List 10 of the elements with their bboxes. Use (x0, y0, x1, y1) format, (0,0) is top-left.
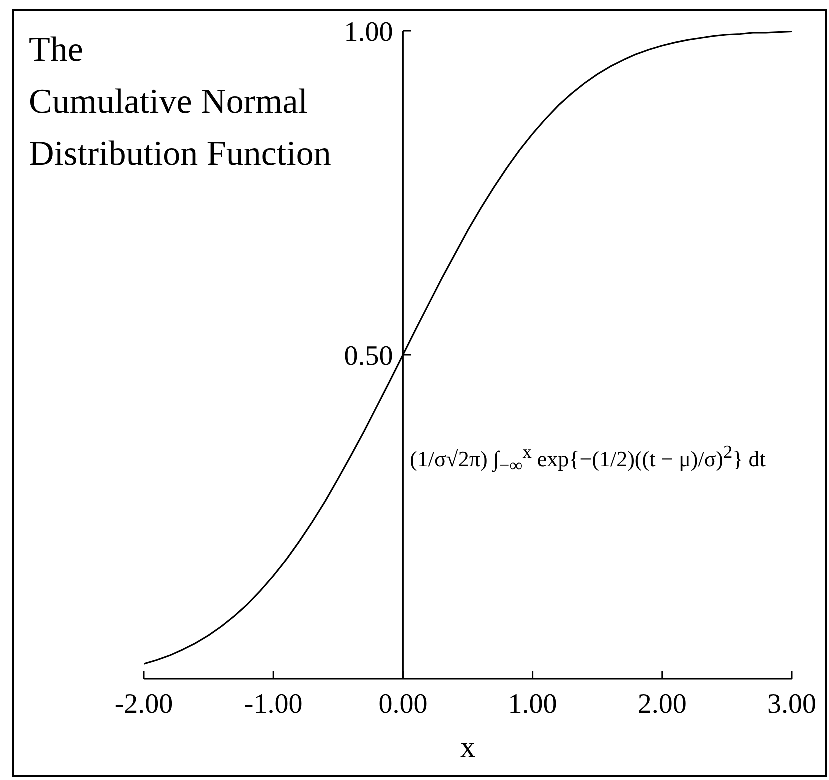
x-axis-title: x (460, 731, 476, 764)
annotation: (1/σ√2π) ∫$_{−∞}$$^{x}$ exp{−(1/2)((t − μ)/σ)$^{2}$} dt (410, 441, 766, 478)
y-tick-label: 0.50 (344, 340, 394, 372)
x-tick-label: -2.00 (114, 688, 174, 720)
x-tick-label: 0.00 (378, 688, 428, 720)
x-tick-label: 3.00 (768, 688, 816, 720)
x-tick-label: 2.00 (638, 688, 687, 720)
text: The Cumulative Normal Distribution Function (29, 29, 332, 175)
x-tick-label: -1.00 (244, 688, 303, 720)
x-tick-label: 1.00 (508, 688, 558, 720)
